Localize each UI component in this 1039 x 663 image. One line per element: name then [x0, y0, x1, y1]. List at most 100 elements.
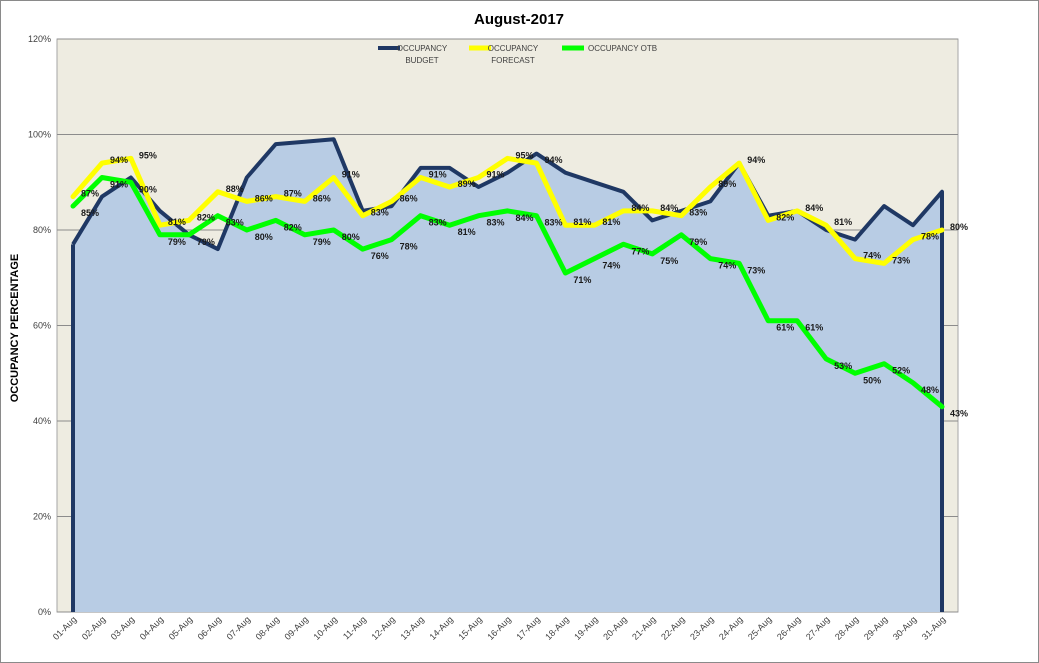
x-tick-label: 06-Aug	[196, 614, 224, 642]
x-tick-label: 07-Aug	[225, 614, 253, 642]
x-tick-label: 15-Aug	[456, 614, 484, 642]
x-tick-label: 17-Aug	[514, 614, 542, 642]
x-tick-label: 29-Aug	[862, 614, 890, 642]
occupancy-forecast-data-label: 86%	[400, 193, 418, 203]
occupancy-forecast-data-label: 84%	[631, 203, 649, 213]
occupancy-otb-data-label: 85%	[81, 208, 99, 218]
occupancy-otb-data-label: 90%	[139, 184, 157, 194]
occupancy-forecast-data-label: 81%	[573, 217, 591, 227]
occupancy-forecast-data-label: 88%	[226, 184, 244, 194]
chart-title: August-2017	[474, 11, 564, 28]
x-tick-label: 08-Aug	[254, 614, 282, 642]
occupancy-forecast-data-label: 94%	[545, 155, 563, 165]
x-tick-label: 01-Aug	[51, 614, 79, 642]
x-tick-label: 04-Aug	[138, 614, 166, 642]
occupancy-forecast-data-label: 89%	[718, 179, 736, 189]
x-tick-label: 31-Aug	[920, 614, 948, 642]
occupancy-forecast-data-label: 84%	[660, 203, 678, 213]
occupancy-forecast-data-label: 84%	[805, 203, 823, 213]
x-tick-label: 05-Aug	[167, 614, 195, 642]
occupancy-otb-data-label: 79%	[313, 237, 331, 247]
occupancy-otb-line	[70, 175, 945, 410]
x-tick-label: 03-Aug	[109, 614, 137, 642]
occupancy-otb-data-label: 71%	[573, 275, 591, 285]
occupancy-otb-data-label: 84%	[516, 213, 534, 223]
occupancy-otb-data-label: 79%	[197, 237, 215, 247]
occupancy-otb-data-label: 74%	[602, 261, 620, 271]
occupancy-forecast-data-label: 91%	[429, 170, 447, 180]
x-tick-label: 10-Aug	[312, 614, 340, 642]
x-tick-label: 21-Aug	[630, 614, 658, 642]
x-tick-label: 02-Aug	[80, 614, 108, 642]
x-tick-label: 20-Aug	[601, 614, 629, 642]
occupancy-otb-data-label: 91%	[110, 180, 128, 190]
y-tick-label: 0%	[38, 607, 51, 617]
occupancy-otb-data-label: 53%	[834, 361, 852, 371]
occupancy-forecast-data-label: 74%	[863, 251, 881, 261]
occupancy-forecast-data-label: 82%	[776, 212, 794, 222]
y-axis-ticks: 0% 20% 40% 60% 80% 100% 120%	[28, 34, 51, 617]
occupancy-forecast-data-label: 91%	[342, 170, 360, 180]
y-axis-title: OCCUPANCY PERCENTAGE	[9, 254, 21, 403]
occupancy-forecast-data-label: 94%	[110, 155, 128, 165]
occupancy-otb-data-label: 81%	[458, 227, 476, 237]
occupancy-otb-data-label: 80%	[342, 232, 360, 242]
occupancy-forecast-data-label: 73%	[892, 255, 910, 265]
x-tick-label: 19-Aug	[572, 614, 600, 642]
y-tick-label: 60%	[33, 321, 51, 331]
x-tick-label: 26-Aug	[775, 614, 803, 642]
occupancy-forecast-data-label: 81%	[834, 217, 852, 227]
occupancy-forecast-data-label: 95%	[139, 150, 157, 160]
occupancy-otb-data-label: 79%	[168, 237, 186, 247]
occupancy-forecast-data-label: 95%	[516, 150, 534, 160]
y-tick-label: 20%	[33, 512, 51, 522]
occupancy-otb-data-label: 75%	[660, 256, 678, 266]
x-tick-label: 27-Aug	[804, 614, 832, 642]
occupancy-forecast-data-label: 87%	[284, 189, 302, 199]
occupancy-forecast-data-label: 83%	[371, 208, 389, 218]
occupancy-otb-legend-label: OCCUPANCY OTB	[588, 44, 657, 53]
occupancy-forecast-legend-label: OCCUPANCY	[488, 44, 539, 53]
occupancy-otb-data-label: 83%	[429, 218, 447, 228]
occupancy-forecast-data-label: 80%	[950, 222, 968, 232]
x-tick-label: 12-Aug	[369, 614, 397, 642]
occupancy-budget-legend-label: OCCUPANCY	[397, 44, 448, 53]
occupancy-forecast-data-label: 86%	[255, 193, 273, 203]
y-tick-label: 40%	[33, 416, 51, 426]
occupancy-forecast-data-label: 89%	[458, 179, 476, 189]
x-tick-label: 09-Aug	[283, 614, 311, 642]
x-tick-label: 30-Aug	[891, 614, 919, 642]
occupancy-forecast-data-label: 94%	[747, 155, 765, 165]
occupancy-otb-data-label: 74%	[718, 261, 736, 271]
occupancy-forecast-data-label: 81%	[168, 217, 186, 227]
occupancy-otb-data-label: 61%	[805, 323, 823, 333]
x-tick-label: 28-Aug	[833, 614, 861, 642]
occupancy-forecast-data-label: 78%	[921, 232, 939, 242]
occupancy-otb-data-label: 73%	[747, 265, 765, 275]
x-tick-label: 24-Aug	[717, 614, 745, 642]
x-tick-label: 25-Aug	[746, 614, 774, 642]
occupancy-otb-data-label: 83%	[487, 218, 505, 228]
x-tick-label: 14-Aug	[427, 614, 455, 642]
x-tick-label: 22-Aug	[659, 614, 687, 642]
legend: OCCUPANCY BUDGET OCCUPANCY FORECAST OCCUPANC…	[378, 44, 657, 65]
y-tick-label: 80%	[33, 225, 51, 235]
occupancy-otb-data-label: 80%	[255, 232, 273, 242]
occupancy-otb-data-label: 48%	[921, 385, 939, 395]
occupancy-otb-data-label: 79%	[689, 237, 707, 247]
occupancy-otb-data-label: 61%	[776, 323, 794, 333]
x-tick-label: 11-Aug	[341, 614, 368, 641]
occupancy-otb-data-label: 50%	[863, 375, 881, 385]
occupancy-forecast-data-label: 81%	[602, 217, 620, 227]
occupancy-forecast-data-label: 86%	[313, 193, 331, 203]
occupancy-forecast-legend-label: FORECAST	[491, 56, 535, 65]
y-tick-label: 120%	[28, 34, 51, 44]
budget-area-fill	[73, 139, 942, 613]
occupancy-otb-data-label: 82%	[284, 222, 302, 232]
x-tick-label: 13-Aug	[398, 614, 426, 642]
occupancy-forecast-data-label: 83%	[689, 208, 707, 218]
y-tick-label: 100%	[28, 130, 51, 140]
occupancy-forecast-line	[70, 155, 945, 266]
occupancy-otb-data-label: 43%	[950, 409, 968, 419]
